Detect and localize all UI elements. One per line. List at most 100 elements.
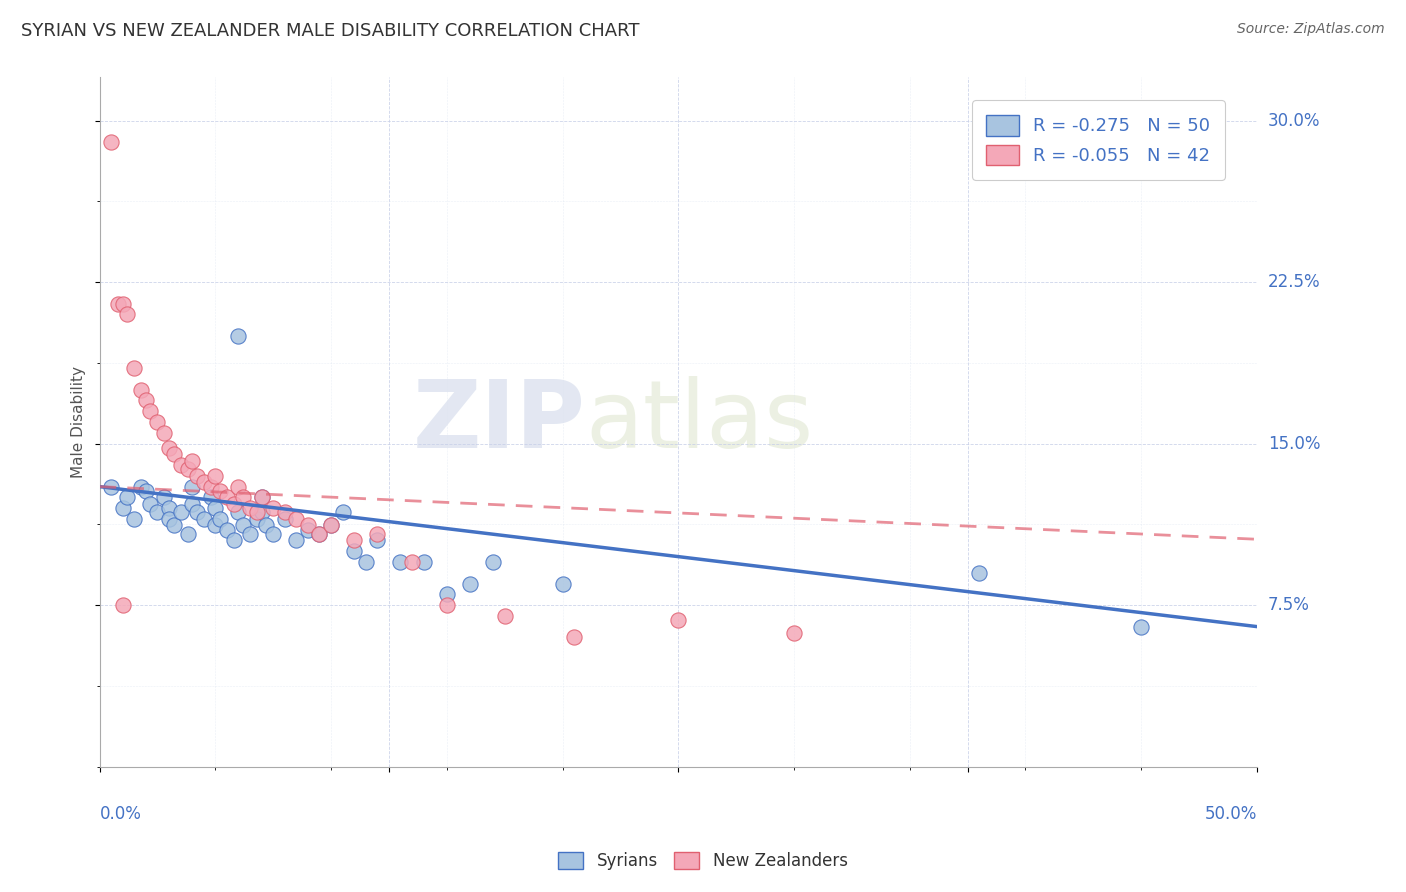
Point (222, 533, 245, 548)
Point (117, 491, 139, 505)
Point (204, 501, 226, 516)
Point (308, 527, 330, 541)
Point (228, 329, 250, 343)
Point (967, 566, 990, 580)
Point (215, 523, 238, 537)
Point (208, 512, 231, 526)
Point (262, 501, 284, 516)
Point (274, 512, 297, 526)
Point (232, 518, 254, 533)
Point (153, 491, 176, 505)
Point (181, 497, 204, 511)
Point (783, 626, 806, 640)
Point (366, 527, 388, 541)
Point (146, 506, 169, 520)
Point (107, 296, 129, 310)
Point (332, 506, 354, 520)
Point (181, 480, 204, 494)
Legend: Syrians, New Zealanders: Syrians, New Zealanders (551, 845, 855, 877)
Point (186, 506, 208, 520)
Point (494, 608, 516, 623)
Point (250, 491, 273, 505)
Y-axis label: Male Disability: Male Disability (72, 366, 86, 478)
Point (176, 462, 198, 476)
Point (111, 501, 134, 516)
Point (157, 501, 180, 516)
Point (319, 518, 342, 533)
Point (343, 544, 366, 558)
Point (285, 512, 308, 526)
Point (366, 533, 388, 548)
Point (239, 501, 262, 516)
Point (551, 576, 574, 591)
Point (204, 518, 226, 533)
Point (250, 506, 273, 520)
Point (157, 441, 180, 455)
Text: Source: ZipAtlas.com: Source: ZipAtlas.com (1237, 22, 1385, 37)
Point (204, 468, 226, 483)
Point (139, 404, 162, 418)
Point (129, 480, 152, 494)
Point (254, 518, 277, 533)
Text: 15.0%: 15.0% (1268, 434, 1320, 452)
Point (163, 518, 186, 533)
Point (100, 135, 122, 149)
Point (308, 527, 330, 541)
Point (250, 491, 273, 505)
Point (562, 631, 585, 645)
Point (193, 512, 215, 526)
Point (169, 458, 191, 472)
Point (153, 425, 176, 440)
Point (274, 506, 297, 520)
Point (208, 483, 231, 498)
Text: 22.5%: 22.5% (1268, 273, 1320, 291)
Point (100, 480, 122, 494)
Text: 30.0%: 30.0% (1268, 112, 1320, 129)
Point (139, 497, 162, 511)
Point (436, 598, 458, 612)
Point (157, 512, 180, 526)
Point (389, 555, 412, 569)
Point (401, 555, 423, 569)
Point (482, 555, 505, 569)
Point (124, 512, 146, 526)
Point (262, 527, 284, 541)
Point (111, 598, 134, 612)
Point (163, 447, 186, 461)
Point (135, 483, 157, 498)
Point (246, 506, 269, 520)
Point (135, 393, 157, 408)
Point (124, 361, 146, 376)
Point (222, 497, 245, 511)
Point (169, 506, 191, 520)
Point (297, 523, 319, 537)
Point (319, 518, 342, 533)
Point (232, 491, 254, 505)
Point (436, 587, 458, 601)
Point (193, 475, 215, 490)
Point (176, 527, 198, 541)
Text: atlas: atlas (586, 376, 814, 468)
Text: 7.5%: 7.5% (1268, 596, 1310, 614)
Point (228, 506, 250, 520)
Text: ZIP: ZIP (413, 376, 586, 468)
Point (186, 468, 208, 483)
Point (412, 555, 434, 569)
Point (228, 480, 250, 494)
Point (246, 512, 269, 526)
Point (200, 491, 222, 505)
Point (181, 454, 204, 468)
Text: 0.0%: 0.0% (100, 805, 142, 823)
Point (458, 576, 481, 591)
Legend: R = -0.275   N = 50, R = -0.055   N = 42: R = -0.275 N = 50, R = -0.055 N = 42 (972, 100, 1225, 180)
Point (666, 613, 689, 627)
Point (200, 480, 222, 494)
Point (343, 533, 366, 548)
Point (215, 491, 238, 505)
Point (146, 415, 169, 429)
Text: 50.0%: 50.0% (1205, 805, 1257, 823)
Point (285, 533, 308, 548)
Text: SYRIAN VS NEW ZEALANDER MALE DISABILITY CORRELATION CHART: SYRIAN VS NEW ZEALANDER MALE DISABILITY … (21, 22, 640, 40)
Point (129, 383, 152, 397)
Point (117, 307, 139, 321)
